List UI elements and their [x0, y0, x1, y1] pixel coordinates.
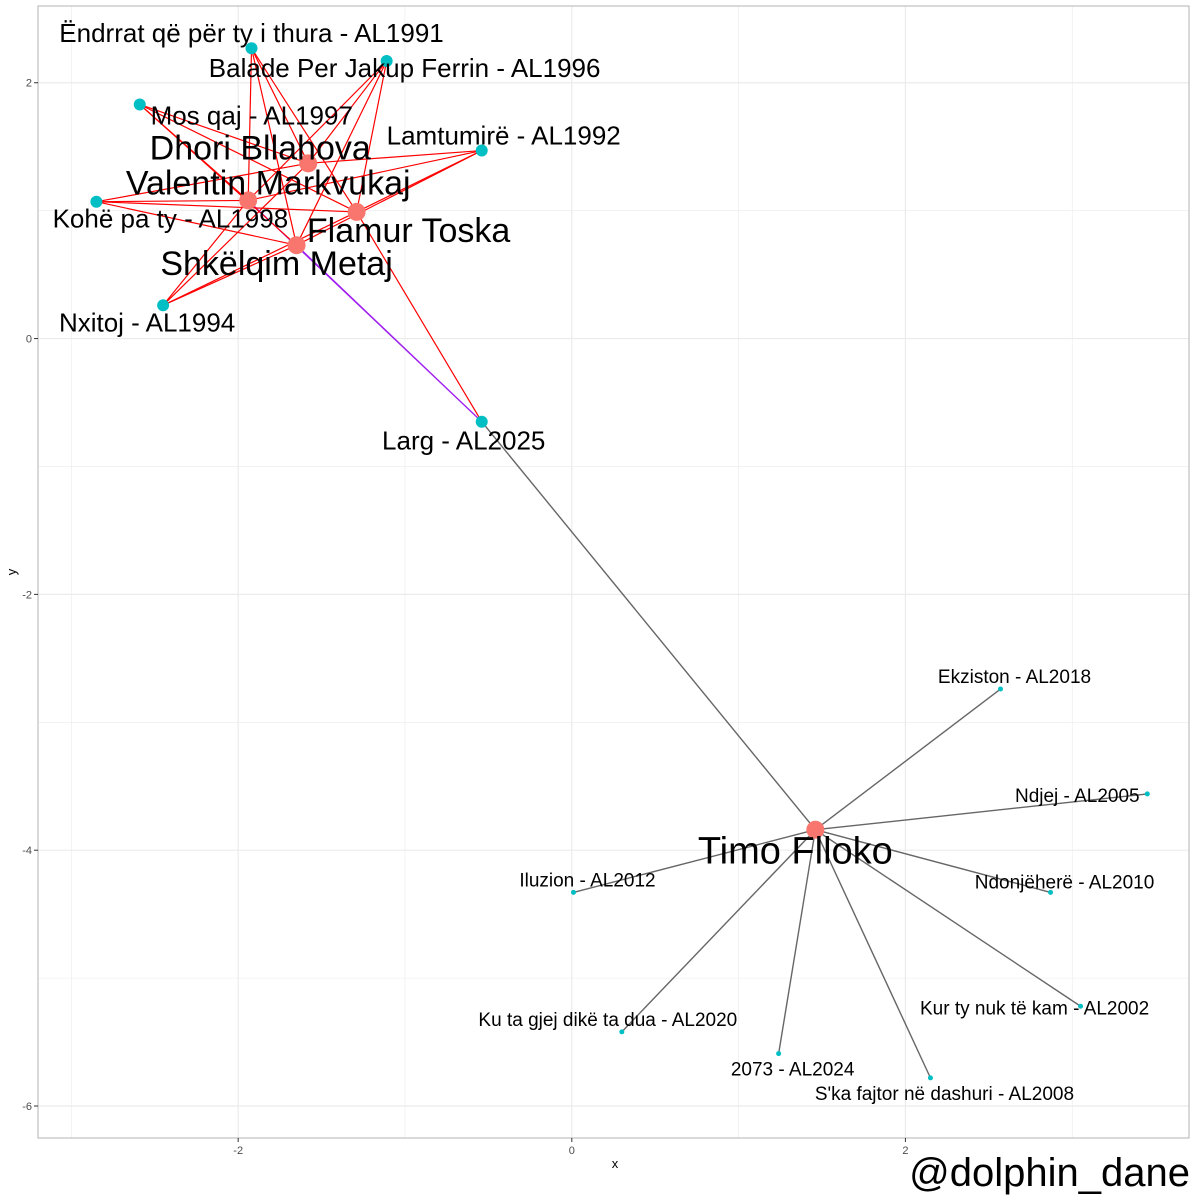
grid-lines — [38, 6, 1189, 1138]
edge-valentin-s1991 — [247, 48, 253, 201]
node-label-flamur: Flamur Toska — [307, 212, 511, 250]
edge-timo-s2010 — [815, 829, 1051, 894]
node-label-s1994: Nxitoj - AL1994 — [59, 307, 235, 337]
edge-valentin-s1994 — [162, 200, 249, 306]
edge-timo-s2020 — [621, 829, 816, 1033]
x-tick-label: -2 — [233, 1145, 243, 1157]
node-label-valentin: Valentin Markvukaj — [126, 164, 411, 202]
node-label-s2008: S'ka fajtor në dashuri - AL2008 — [815, 1084, 1074, 1105]
edge-shkelqim-s1998 — [96, 201, 297, 246]
edge-timo-s2002 — [814, 829, 1081, 1007]
edge-shkelqim-s1996 — [296, 60, 388, 246]
node-s1994 — [157, 299, 170, 312]
y-tick-label: -2 — [22, 589, 32, 601]
node-label-s2024: 2073 - AL2024 — [731, 1060, 855, 1081]
node-s2008 — [927, 1075, 933, 1081]
node-label-s2005: Ndjej - AL2005 — [1015, 786, 1140, 807]
node-label-s2025: Larg - AL2025 — [382, 426, 545, 456]
edge-dhori-s1998 — [96, 162, 309, 203]
y-tick-label: 2 — [26, 78, 32, 90]
node-label-s1997: Mos qaj - AL1997 — [151, 100, 353, 130]
axis-ticks: -2 0 2 -6 -4 -2 0 2 — [22, 78, 908, 1157]
node-s1991 — [245, 42, 258, 55]
node-label-shkelqim: Shkëlqim Metaj — [160, 245, 392, 283]
node-valentin — [239, 191, 258, 210]
edge-shkelqim-s1992 — [296, 150, 482, 246]
node-label-s2018: Ekziston - AL2018 — [938, 667, 1091, 688]
node-dhori — [299, 154, 318, 173]
node-label-s2020: Ku ta gjej dikë ta dua - AL2020 — [478, 1010, 737, 1031]
edge-valentin-s1998 — [96, 199, 249, 203]
node-label-s1998: Kohë pa ty - AL1998 — [53, 204, 289, 234]
edge-shkelqim-s1997 — [139, 104, 297, 246]
panel-background — [38, 6, 1189, 1138]
node-label-s2002: Kur ty nuk të kam - AL2002 — [920, 998, 1149, 1019]
y-tick-label: -6 — [22, 1101, 32, 1113]
node-label-dhori: Dhori Bllahova — [150, 129, 371, 167]
node-label-s2010: Ndonjëherë - AL2010 — [975, 872, 1155, 893]
node-s1996 — [380, 55, 393, 68]
y-tick-label: 0 — [26, 334, 32, 346]
node-flamur — [347, 202, 366, 221]
y-tick-label: -4 — [22, 845, 32, 857]
edge-shkelqim-s2025 — [296, 244, 483, 423]
node-label-timo: Timo Flloko — [698, 831, 893, 873]
node-label-s1996: Balade Per Jakup Ferrin - AL1996 — [209, 53, 601, 83]
panel-border — [37, 5, 1190, 1139]
edge-flamur-s1997 — [139, 103, 357, 213]
edges-layer — [96, 47, 1148, 1079]
edge-dhori-s1996 — [307, 60, 388, 164]
node-s2002 — [1078, 1003, 1084, 1009]
edge-flamur-s2025 — [356, 211, 483, 423]
x-tick-label: 0 — [569, 1145, 575, 1157]
node-s1998 — [90, 195, 103, 208]
node-shkelqim — [287, 236, 306, 255]
edge-dhori-s1997 — [139, 103, 309, 164]
watermark-text: @dolphin_dane — [909, 1151, 1190, 1195]
edge-valentin-s1992 — [248, 149, 482, 202]
edge-timo-s2018 — [814, 688, 1001, 831]
node-s2005 — [1144, 791, 1150, 797]
node-label-s1991: Ëndrrat që për ty i thura - AL1991 — [59, 18, 443, 48]
edge-timo-s2005 — [815, 793, 1148, 831]
node-s1992 — [475, 144, 488, 157]
node-label-s1992: Lamtumirë - AL1992 — [387, 121, 621, 151]
nodes-layer — [90, 42, 1150, 1081]
edge-flamur-s1996 — [356, 60, 388, 213]
node-label-s2012: Iluzion - AL2012 — [519, 870, 655, 891]
node-s2024 — [776, 1051, 782, 1057]
edge-timo-s2008 — [814, 829, 932, 1079]
edge-timo-s2025 — [481, 421, 816, 831]
edge-dhori-s1991 — [250, 47, 309, 164]
edge-timo-s2024 — [777, 829, 817, 1054]
edge-flamur-s1994 — [162, 211, 357, 306]
edge-dhori-s1994 — [162, 162, 309, 306]
node-s1997 — [133, 98, 146, 111]
node-timo — [806, 820, 825, 839]
edge-timo-s2012 — [573, 829, 816, 894]
x-tick-label: 2 — [902, 1145, 908, 1157]
y-axis-title: y — [4, 568, 19, 575]
edge-valentin-s1996 — [247, 60, 388, 201]
node-s2018 — [998, 686, 1004, 692]
edge-shkelqim-s1991 — [250, 48, 298, 246]
node-s2025 — [475, 415, 488, 428]
edge-flamur-s1991 — [251, 47, 358, 213]
x-axis-title: x — [612, 1156, 619, 1171]
node-s2012 — [570, 889, 576, 895]
node-s2010 — [1048, 889, 1054, 895]
node-s2020 — [619, 1029, 625, 1035]
edge-shkelqim-s1994 — [162, 244, 297, 306]
